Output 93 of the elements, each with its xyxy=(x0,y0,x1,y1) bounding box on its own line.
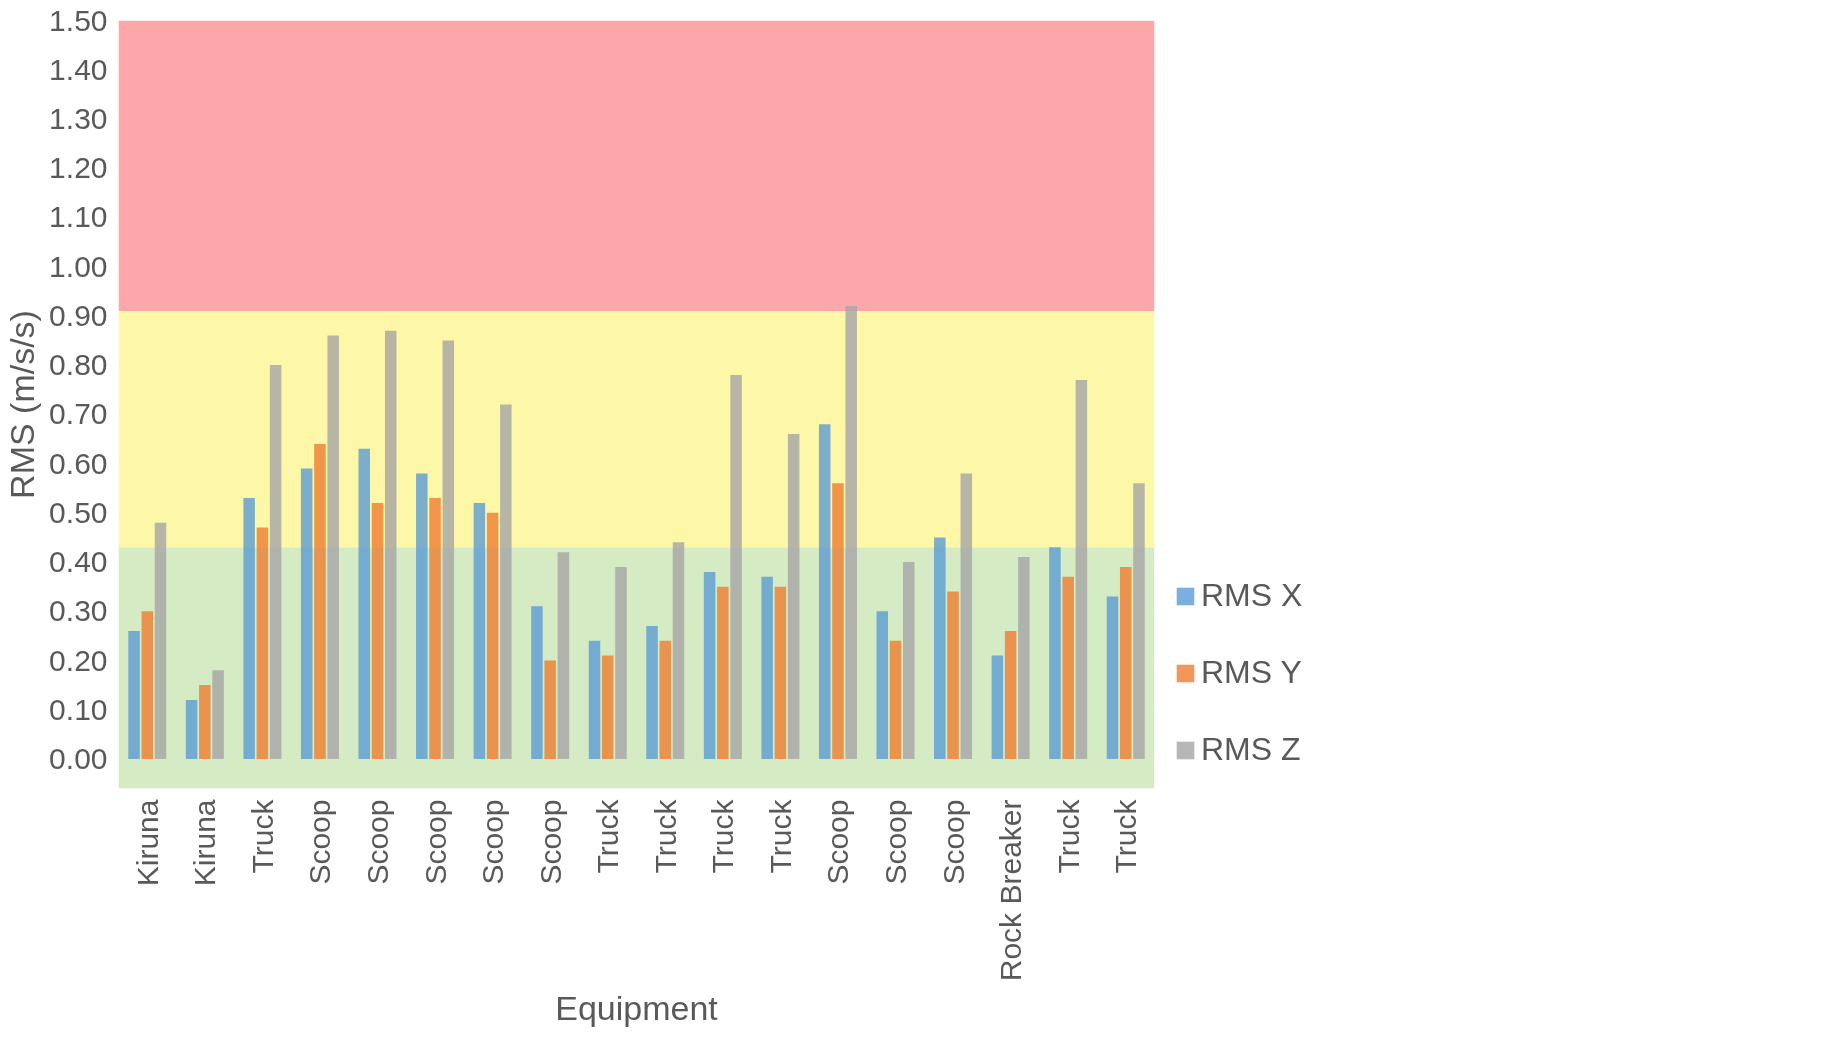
bar xyxy=(960,473,973,759)
y-tick-label: 0.60 xyxy=(49,446,108,480)
bar xyxy=(557,552,570,759)
x-tick-label: Truck xyxy=(245,798,279,874)
bar xyxy=(1004,630,1017,759)
bar xyxy=(531,606,543,759)
x-tick-label: Scoop xyxy=(879,799,912,885)
bar xyxy=(730,374,742,759)
y-tick-label: 1.40 xyxy=(49,52,108,86)
bar xyxy=(358,448,371,759)
bar xyxy=(845,306,857,759)
y-tick-label: 1.10 xyxy=(49,200,108,234)
bar xyxy=(256,527,269,759)
bar xyxy=(300,468,313,759)
bar xyxy=(774,586,787,759)
bar xyxy=(818,424,831,759)
bar xyxy=(588,640,601,759)
bar xyxy=(141,611,154,759)
x-tick-label: Kiruna xyxy=(188,799,222,887)
bar xyxy=(199,685,211,759)
x-tick-label: Scoop xyxy=(936,799,970,885)
bar xyxy=(154,522,167,759)
bar xyxy=(384,330,397,759)
x-tick-label: Truck xyxy=(591,798,625,874)
bar xyxy=(429,498,441,759)
y-tick-label: 1.30 xyxy=(49,101,108,135)
y-tick-label: 0.30 xyxy=(49,594,108,628)
bar xyxy=(1133,483,1145,759)
bar xyxy=(327,335,339,759)
y-tick-label: 0.20 xyxy=(49,643,108,677)
bar xyxy=(601,655,614,759)
bar xyxy=(1062,576,1074,759)
bar xyxy=(486,512,499,759)
x-tick-label: Scoop xyxy=(361,799,394,885)
x-tick-label: Truck xyxy=(1051,798,1085,874)
bar xyxy=(1119,566,1132,759)
bar xyxy=(185,699,198,759)
legend-label: RMS X xyxy=(1201,577,1303,614)
bar xyxy=(947,591,959,759)
bar xyxy=(646,626,658,759)
x-tick-label: Scoop xyxy=(476,799,510,885)
bar xyxy=(1018,557,1030,759)
y-tick-label: 1.50 xyxy=(49,3,108,37)
x-tick-label: Truck xyxy=(1109,798,1143,874)
bar xyxy=(1106,596,1119,759)
bar xyxy=(615,566,627,759)
x-tick-label: Scoop xyxy=(303,799,337,885)
bar xyxy=(314,443,326,759)
x-tick-label: Truck xyxy=(706,798,740,874)
legend-label: RMS Z xyxy=(1201,731,1301,768)
y-tick-label: 0.70 xyxy=(49,397,108,431)
bar xyxy=(787,434,800,759)
bar xyxy=(544,660,556,759)
legend-label: RMS Y xyxy=(1201,654,1302,691)
bar xyxy=(991,655,1004,759)
y-tick-label: 0.10 xyxy=(49,692,108,726)
bar xyxy=(889,640,902,759)
bar xyxy=(761,576,773,759)
bar xyxy=(212,670,224,759)
y-tick-label: 0.40 xyxy=(49,545,108,579)
y-tick-label: 0.00 xyxy=(49,741,108,775)
x-axis-title: Equipment xyxy=(555,989,719,1028)
bar xyxy=(371,502,384,759)
bar xyxy=(672,542,685,759)
bar xyxy=(1049,547,1061,759)
x-tick-label: Truck xyxy=(763,798,797,874)
bar xyxy=(876,611,889,759)
y-tick-label: 1.00 xyxy=(49,249,108,283)
x-tick-label: Scoop xyxy=(418,799,452,885)
bar xyxy=(269,365,282,759)
bar xyxy=(1075,379,1088,759)
y-tick-label: 0.90 xyxy=(49,298,108,332)
bar xyxy=(416,473,428,759)
y-tick-label: 0.50 xyxy=(49,495,108,529)
bar xyxy=(500,404,512,759)
bar xyxy=(902,562,915,759)
bar xyxy=(703,571,716,759)
y-tick-label: 0.80 xyxy=(49,348,108,382)
x-tick-label: Scoop xyxy=(533,799,567,885)
x-tick-label: Rock Breaker xyxy=(994,799,1028,982)
bar xyxy=(473,502,486,759)
bar xyxy=(243,498,255,759)
y-axis-title: RMS (m/s/s) xyxy=(3,310,42,499)
x-tick-label: Truck xyxy=(648,798,682,874)
bar xyxy=(934,537,946,759)
bar xyxy=(659,640,672,759)
x-tick-label: Kiruna xyxy=(130,799,164,887)
bar xyxy=(717,586,729,759)
bar xyxy=(832,483,844,759)
x-tick-label: Scoop xyxy=(821,799,855,885)
bar xyxy=(442,340,455,759)
y-tick-label: 1.20 xyxy=(49,151,108,185)
bar xyxy=(128,630,140,759)
